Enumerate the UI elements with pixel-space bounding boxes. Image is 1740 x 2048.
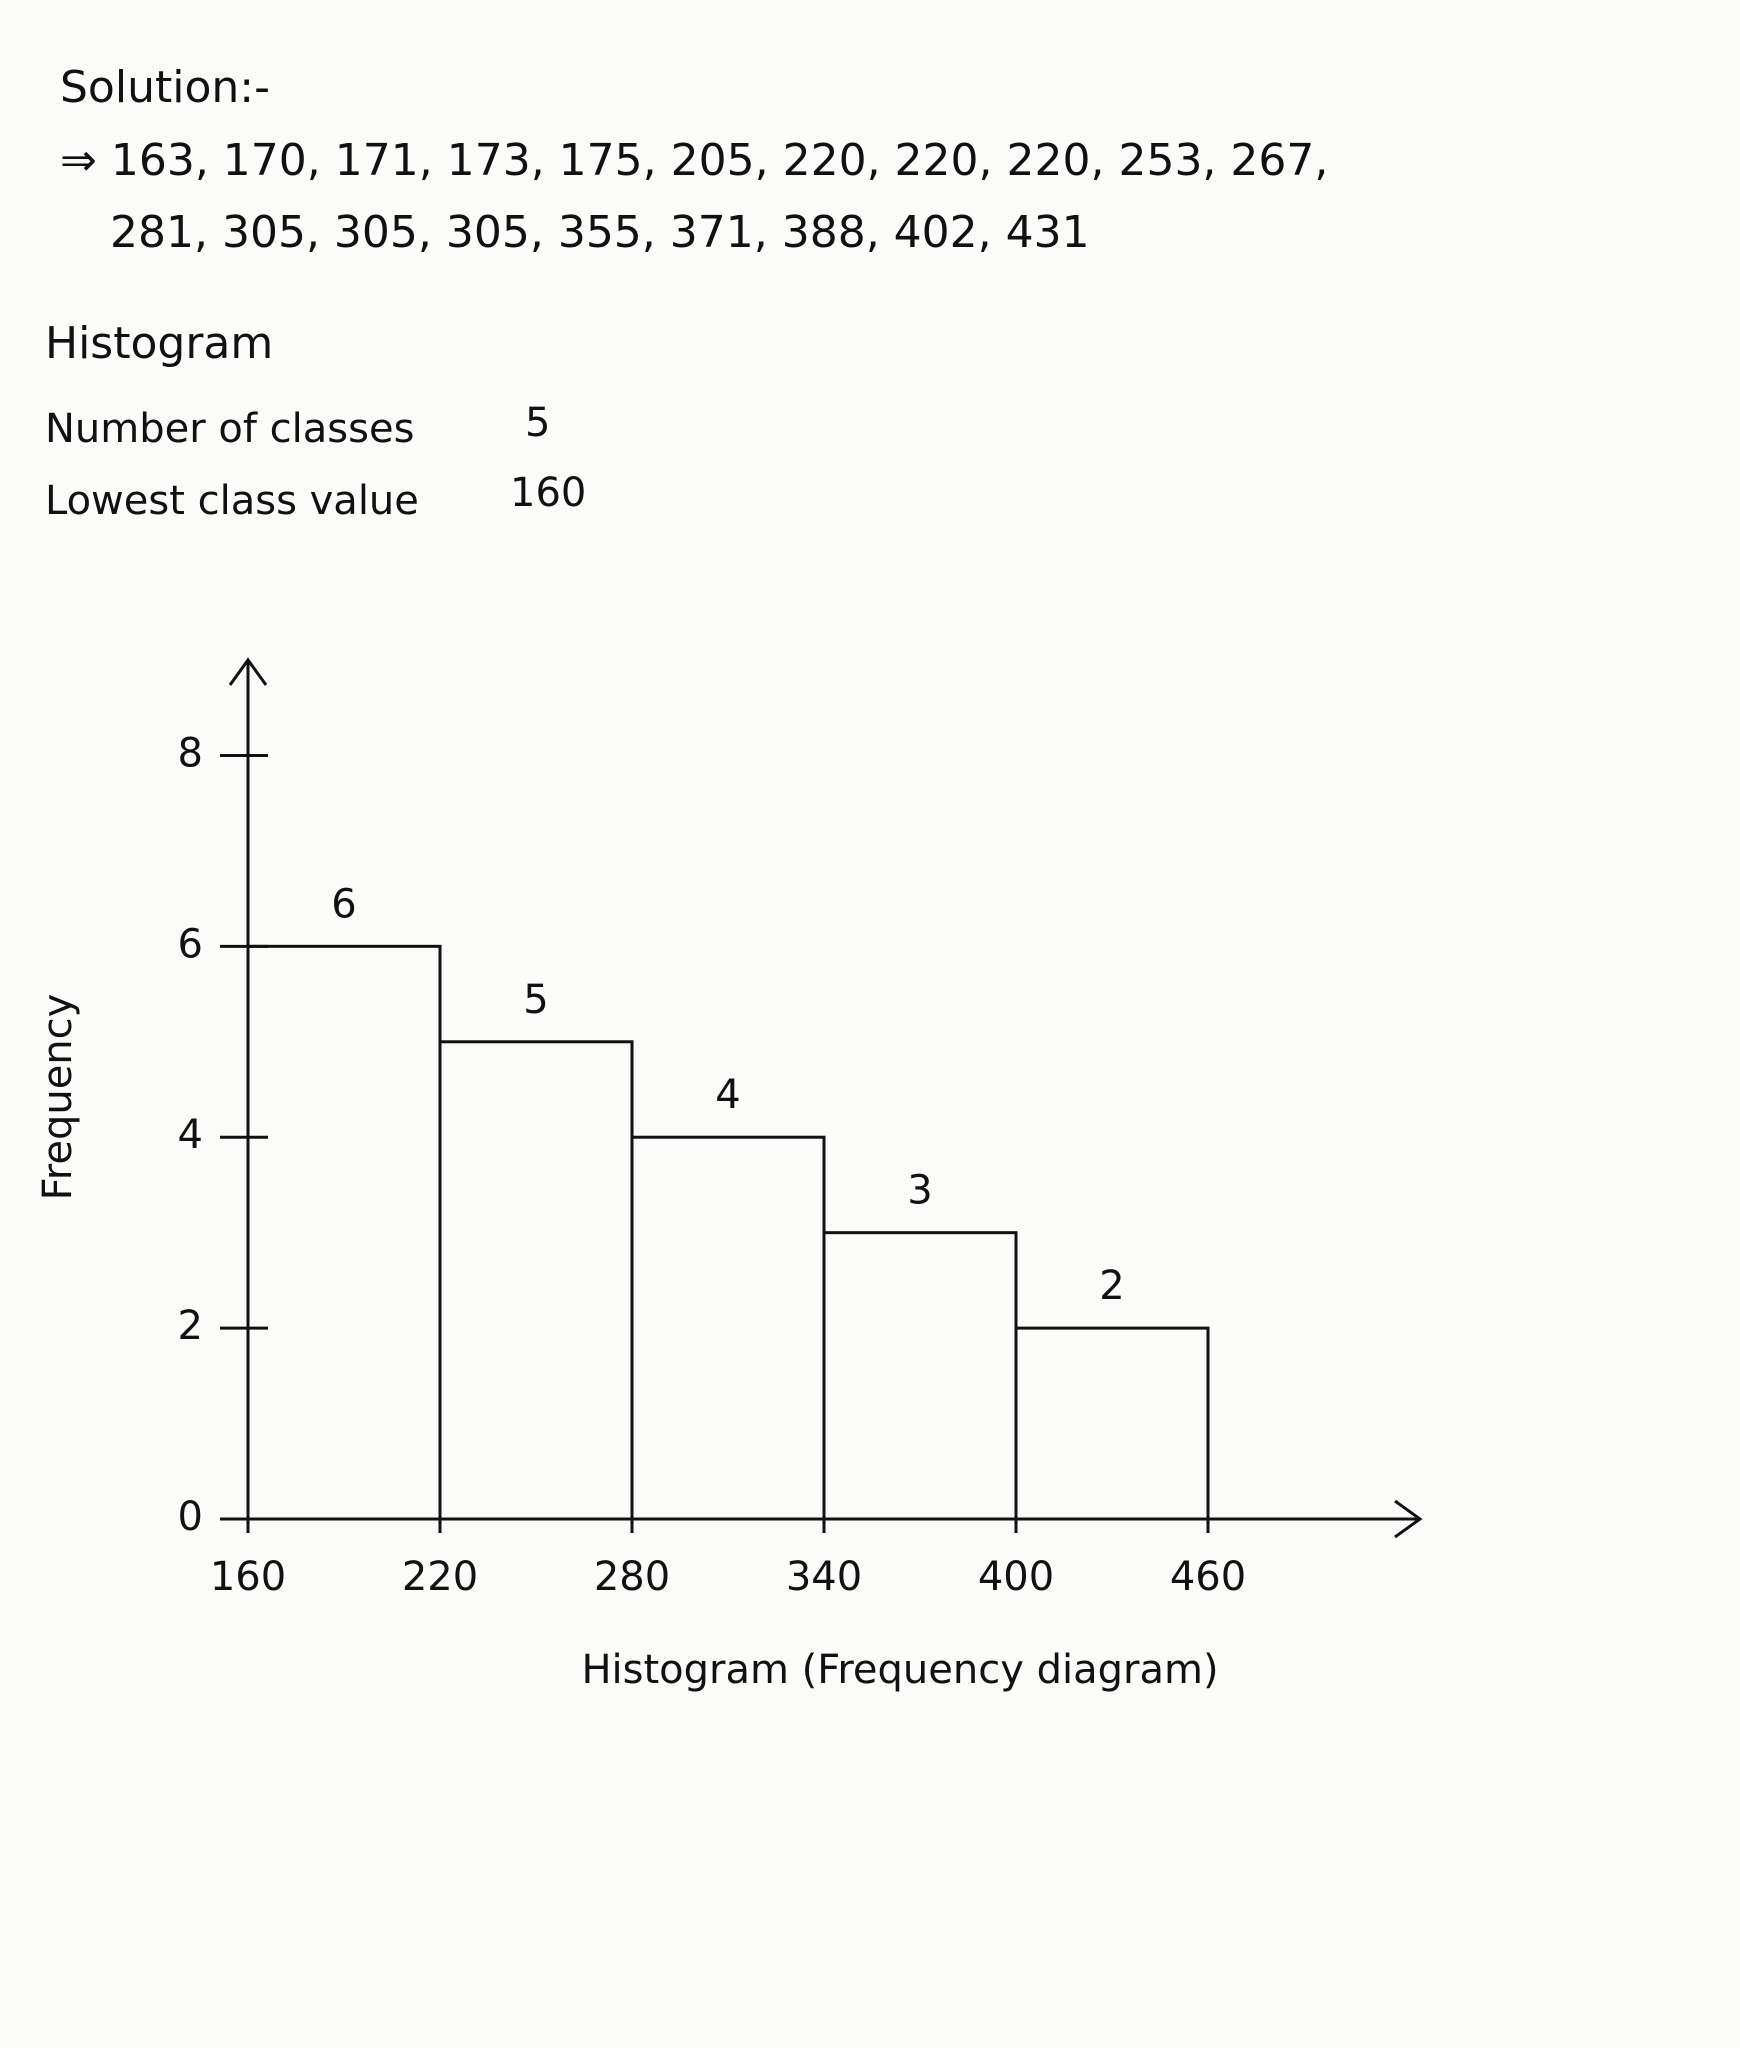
x-tick-label: 340	[786, 1554, 862, 1600]
x-tick-label: 160	[210, 1554, 286, 1600]
bar	[438, 1040, 634, 1521]
value-label: 6	[331, 881, 356, 927]
x-tick-label: 460	[1170, 1554, 1246, 1600]
y-tick-label: 2	[178, 1303, 203, 1349]
bar	[630, 1135, 826, 1521]
x-axis-arrow	[1394, 1499, 1423, 1539]
data-line: 281, 305, 305, 305, 355, 371, 388, 402, …	[110, 207, 1090, 258]
y-axis-label: Frequency	[35, 994, 81, 1201]
lowest-label: Lowest class value	[45, 478, 419, 524]
value-label: 3	[907, 1168, 932, 1214]
section-title: Histogram	[45, 318, 273, 369]
heading: Solution:-	[60, 62, 270, 113]
x-tick-label: 400	[978, 1554, 1054, 1600]
data-line: ⇒ 163, 170, 171, 173, 175, 205, 220, 220…	[60, 135, 1328, 186]
value-label: 4	[715, 1072, 740, 1118]
x-tick-label: 220	[402, 1554, 478, 1600]
bar	[1014, 1326, 1210, 1521]
bar	[246, 944, 442, 1521]
value-label: 5	[523, 977, 548, 1023]
chart-title: Histogram (Frequency diagram)	[581, 1647, 1218, 1693]
y-tick-label: 0	[178, 1494, 203, 1540]
y-tick-label: 4	[178, 1112, 203, 1158]
classes-value: 5	[525, 400, 550, 446]
bar	[822, 1231, 1018, 1521]
value-label: 2	[1099, 1263, 1124, 1309]
y-tick-label: 8	[178, 730, 203, 776]
y-tick-label: 6	[178, 921, 203, 967]
y-axis-arrow	[228, 657, 268, 686]
lowest-value: 160	[510, 470, 586, 516]
classes-label: Number of classes	[45, 406, 414, 452]
x-tick-label: 280	[594, 1554, 670, 1600]
